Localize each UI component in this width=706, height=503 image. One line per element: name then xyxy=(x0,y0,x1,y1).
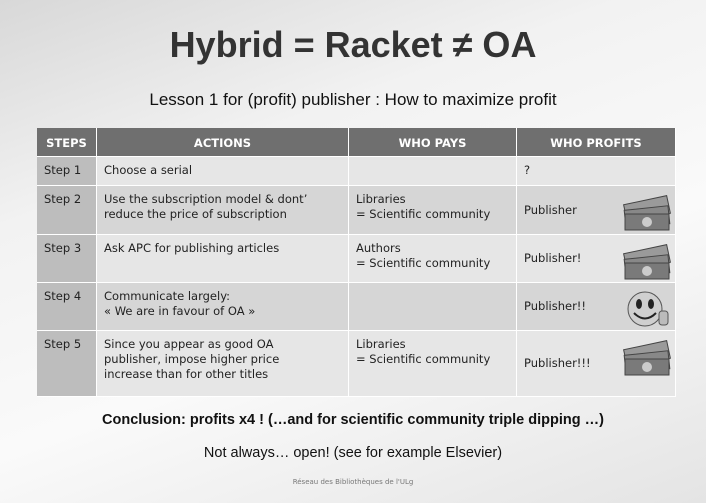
title: Hybrid = Racket ≠ OA xyxy=(169,24,537,65)
table-cell: Since you appear as good OA publisher, i… xyxy=(97,331,349,397)
table-cell: Choose a serial xyxy=(97,157,349,186)
column-header: WHO PAYS xyxy=(349,128,517,157)
smiley-icon xyxy=(627,291,669,327)
note: Not always… open! (see for example Elsev… xyxy=(203,445,503,461)
table-cell: Step 4 xyxy=(37,283,97,331)
table-cell: Authors = Scientific community xyxy=(349,235,517,283)
table-cell: Step 1 xyxy=(37,157,97,186)
table-cell xyxy=(349,283,517,331)
conclusion: Conclusion: profits x4 ! (…and for scien… xyxy=(102,412,604,428)
table-cell: Libraries = Scientific community xyxy=(349,186,517,235)
table-cell: Step 3 xyxy=(37,235,97,283)
table-cell: Ask APC for publishing articles xyxy=(97,235,349,283)
table: STEPS ACTIONS WHO PAYS WHO PROFITS Step 1 Cho… xyxy=(37,128,676,397)
money-icon xyxy=(623,244,671,280)
table-cell xyxy=(349,157,517,186)
table-cell: Step 5 xyxy=(37,331,97,397)
column-header: STEPS xyxy=(37,128,97,157)
table-cell: Libraries = Scientific community xyxy=(349,331,517,397)
table-cell: Step 2 xyxy=(37,186,97,235)
subtitle: Lesson 1 for (profit) publisher : How to… xyxy=(149,90,557,109)
money-icon xyxy=(623,195,671,231)
table-cell: ? xyxy=(517,157,676,186)
column-header: WHO PROFITS xyxy=(517,128,676,157)
footer: Réseau des Bibliothèques de l'ULg xyxy=(292,478,414,486)
column-header: ACTIONS xyxy=(97,128,349,157)
money-icon xyxy=(623,340,671,376)
table-cell: Use the subscription model & dont’ reduc… xyxy=(97,186,349,235)
table-cell: Communicate largely: « We are in favour … xyxy=(97,283,349,331)
